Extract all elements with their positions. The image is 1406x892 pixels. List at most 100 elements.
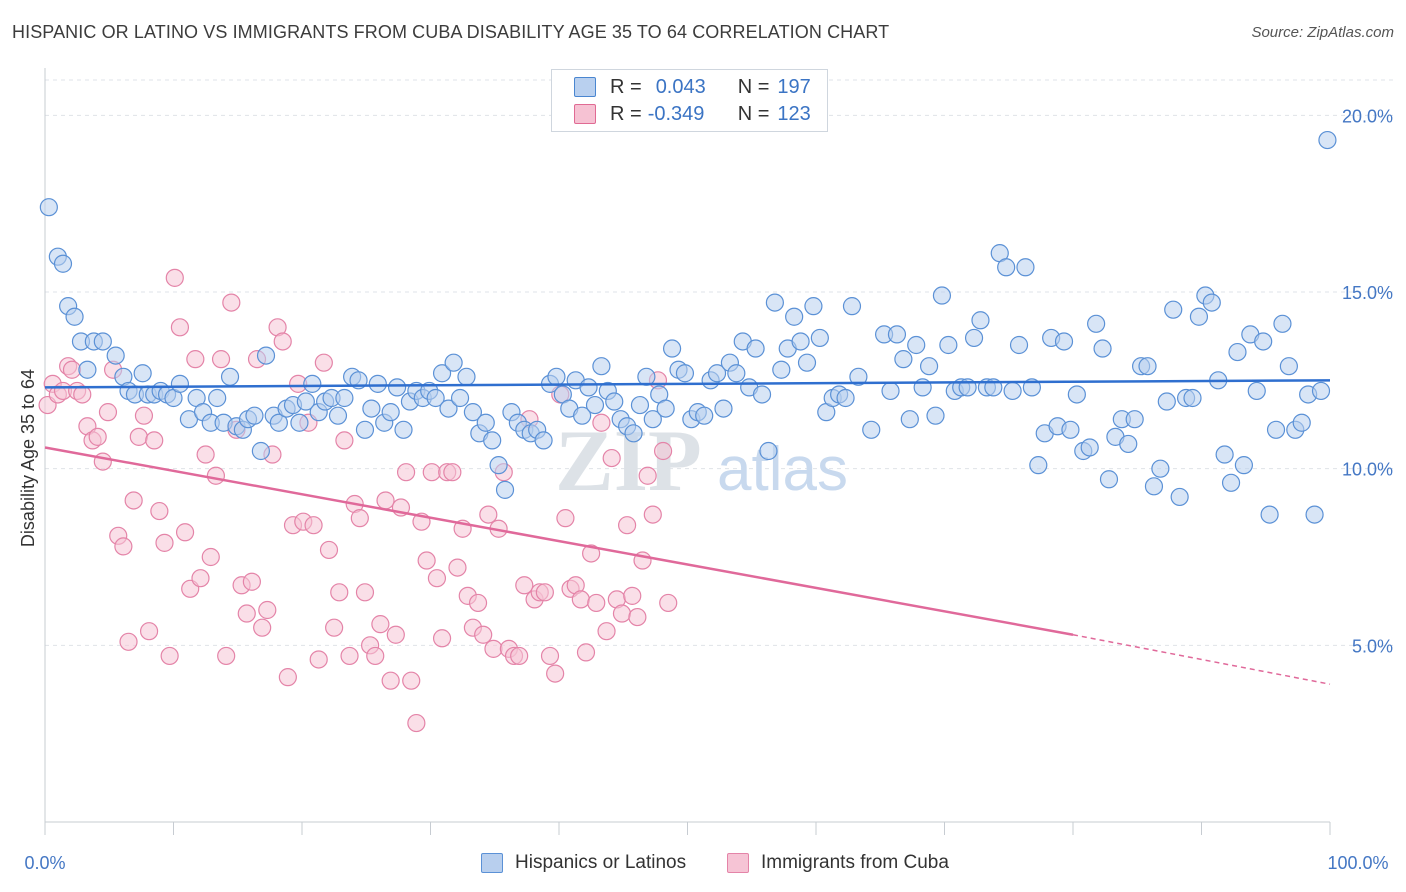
data-point-cuba xyxy=(160,646,179,666)
data-point-hispanic xyxy=(592,357,611,376)
data-point-hispanic xyxy=(1138,357,1157,376)
y-tick-label: 5.0% xyxy=(1352,636,1393,656)
data-point-cuba xyxy=(546,664,565,683)
data-point-hispanic xyxy=(1215,445,1234,464)
data-point-cuba xyxy=(309,650,328,669)
legend-item-cuba[interactable]: Immigrants from Cuba xyxy=(727,852,949,874)
trend-line-cuba-extension xyxy=(1072,633,1331,685)
data-point-hispanic xyxy=(1099,470,1119,489)
data-point-hispanic xyxy=(463,403,483,422)
data-point-hispanic xyxy=(170,374,190,393)
data-point-hispanic xyxy=(1234,456,1254,475)
data-point-hispanic xyxy=(1125,410,1144,429)
data-point-hispanic xyxy=(534,431,553,450)
data-point-hispanic xyxy=(1151,459,1170,478)
data-point-cuba xyxy=(325,618,344,637)
data-point-hispanic xyxy=(1016,258,1035,277)
data-point-hispanic xyxy=(495,480,515,499)
data-point-hispanic xyxy=(1260,505,1279,524)
data-point-cuba xyxy=(576,643,596,662)
trend-lines xyxy=(44,379,1331,685)
data-point-cuba xyxy=(448,558,467,577)
data-point-cuba xyxy=(242,572,261,591)
data-point-hispanic xyxy=(1054,332,1074,351)
data-point-hispanic xyxy=(714,399,733,418)
chart-source: Source: ZipAtlas.com xyxy=(1251,24,1394,41)
data-point-hispanic xyxy=(662,339,682,358)
data-point-hispanic xyxy=(220,367,240,386)
data-point-cuba xyxy=(638,466,657,485)
data-point-hispanic xyxy=(256,346,276,365)
data-point-hispanic xyxy=(1202,293,1221,312)
data-point-hispanic xyxy=(296,392,315,411)
data-point-hispanic xyxy=(791,332,810,351)
axes xyxy=(44,68,1331,835)
data-point-hispanic xyxy=(1279,357,1298,376)
x-tick-label: 0.0% xyxy=(24,853,65,873)
data-point-hispanic xyxy=(1080,438,1099,457)
data-point-hispanic xyxy=(1273,314,1292,333)
data-point-hispanic xyxy=(269,413,288,432)
data-point-hispanic xyxy=(849,367,868,386)
data-point-cuba xyxy=(150,501,169,521)
data-point-hispanic xyxy=(939,335,958,355)
data-point-hispanic xyxy=(303,374,322,393)
data-point-cuba xyxy=(582,544,601,563)
data-point-cuba xyxy=(217,646,236,666)
data-point-cuba xyxy=(314,353,333,372)
data-point-hispanic xyxy=(579,378,598,397)
data-point-hispanic xyxy=(457,367,476,386)
data-point-hispanic xyxy=(862,420,881,439)
data-point-cuba xyxy=(206,466,226,485)
data-point-cuba xyxy=(386,625,405,644)
data-point-cuba xyxy=(402,671,421,690)
data-point-hispanic xyxy=(605,392,624,411)
data-point-hispanic xyxy=(907,335,926,355)
data-point-cuba xyxy=(443,463,462,482)
data-point-hispanic xyxy=(290,413,309,432)
legend-r-value: -0.349 xyxy=(647,102,705,125)
data-point-hispanic xyxy=(797,353,817,372)
data-point-hispanic xyxy=(335,388,354,408)
data-point-hispanic xyxy=(727,364,746,383)
data-point-cuba xyxy=(556,509,575,528)
data-point-cuba xyxy=(571,590,590,609)
data-point-cuba xyxy=(304,516,323,535)
data-point-hispanic xyxy=(362,399,381,418)
data-point-hispanic xyxy=(426,388,445,408)
data-point-hispanic xyxy=(133,364,152,383)
data-point-hispanic xyxy=(1093,339,1112,358)
data-point-hispanic xyxy=(1087,314,1106,333)
axis-labels: 5.0% 10.0% 15.0% 20.0% 0.0% 100.0% xyxy=(24,106,1393,873)
data-point-hispanic xyxy=(1292,413,1311,432)
data-point-cuba xyxy=(515,576,534,595)
data-point-cuba xyxy=(196,445,215,464)
legend-swatch-blue xyxy=(481,853,503,873)
data-point-cuba xyxy=(381,671,400,690)
data-point-hispanic xyxy=(643,410,662,429)
data-point-hispanic xyxy=(573,406,592,425)
data-point-hispanic xyxy=(1170,487,1189,507)
data-point-hispanic xyxy=(810,328,829,348)
data-point-cuba xyxy=(376,491,395,510)
data-point-cuba xyxy=(124,491,143,510)
data-point-cuba xyxy=(222,293,241,312)
trend-line-cuba xyxy=(44,446,1074,636)
data-point-cuba xyxy=(618,516,637,535)
legend-label: Immigrants from Cuba xyxy=(761,852,949,873)
data-point-cuba xyxy=(139,622,159,641)
data-point-hispanic xyxy=(585,395,605,415)
data-point-cuba xyxy=(432,629,452,648)
legend-row-cuba: R = -0.349 N = 123 xyxy=(574,102,811,126)
data-point-hispanic xyxy=(630,395,650,415)
data-point-cuba xyxy=(165,268,184,287)
data-point-cuba xyxy=(592,413,611,432)
legend-item-hispanics[interactable]: Hispanics or Latinos xyxy=(481,852,686,874)
data-point-hispanic xyxy=(900,410,919,429)
data-point-cuba xyxy=(119,632,138,651)
data-point-hispanic xyxy=(432,364,452,383)
data-point-hispanic xyxy=(746,339,765,358)
data-point-hispanic xyxy=(381,403,400,422)
data-point-cuba xyxy=(643,505,662,524)
data-point-cuba xyxy=(628,607,647,627)
